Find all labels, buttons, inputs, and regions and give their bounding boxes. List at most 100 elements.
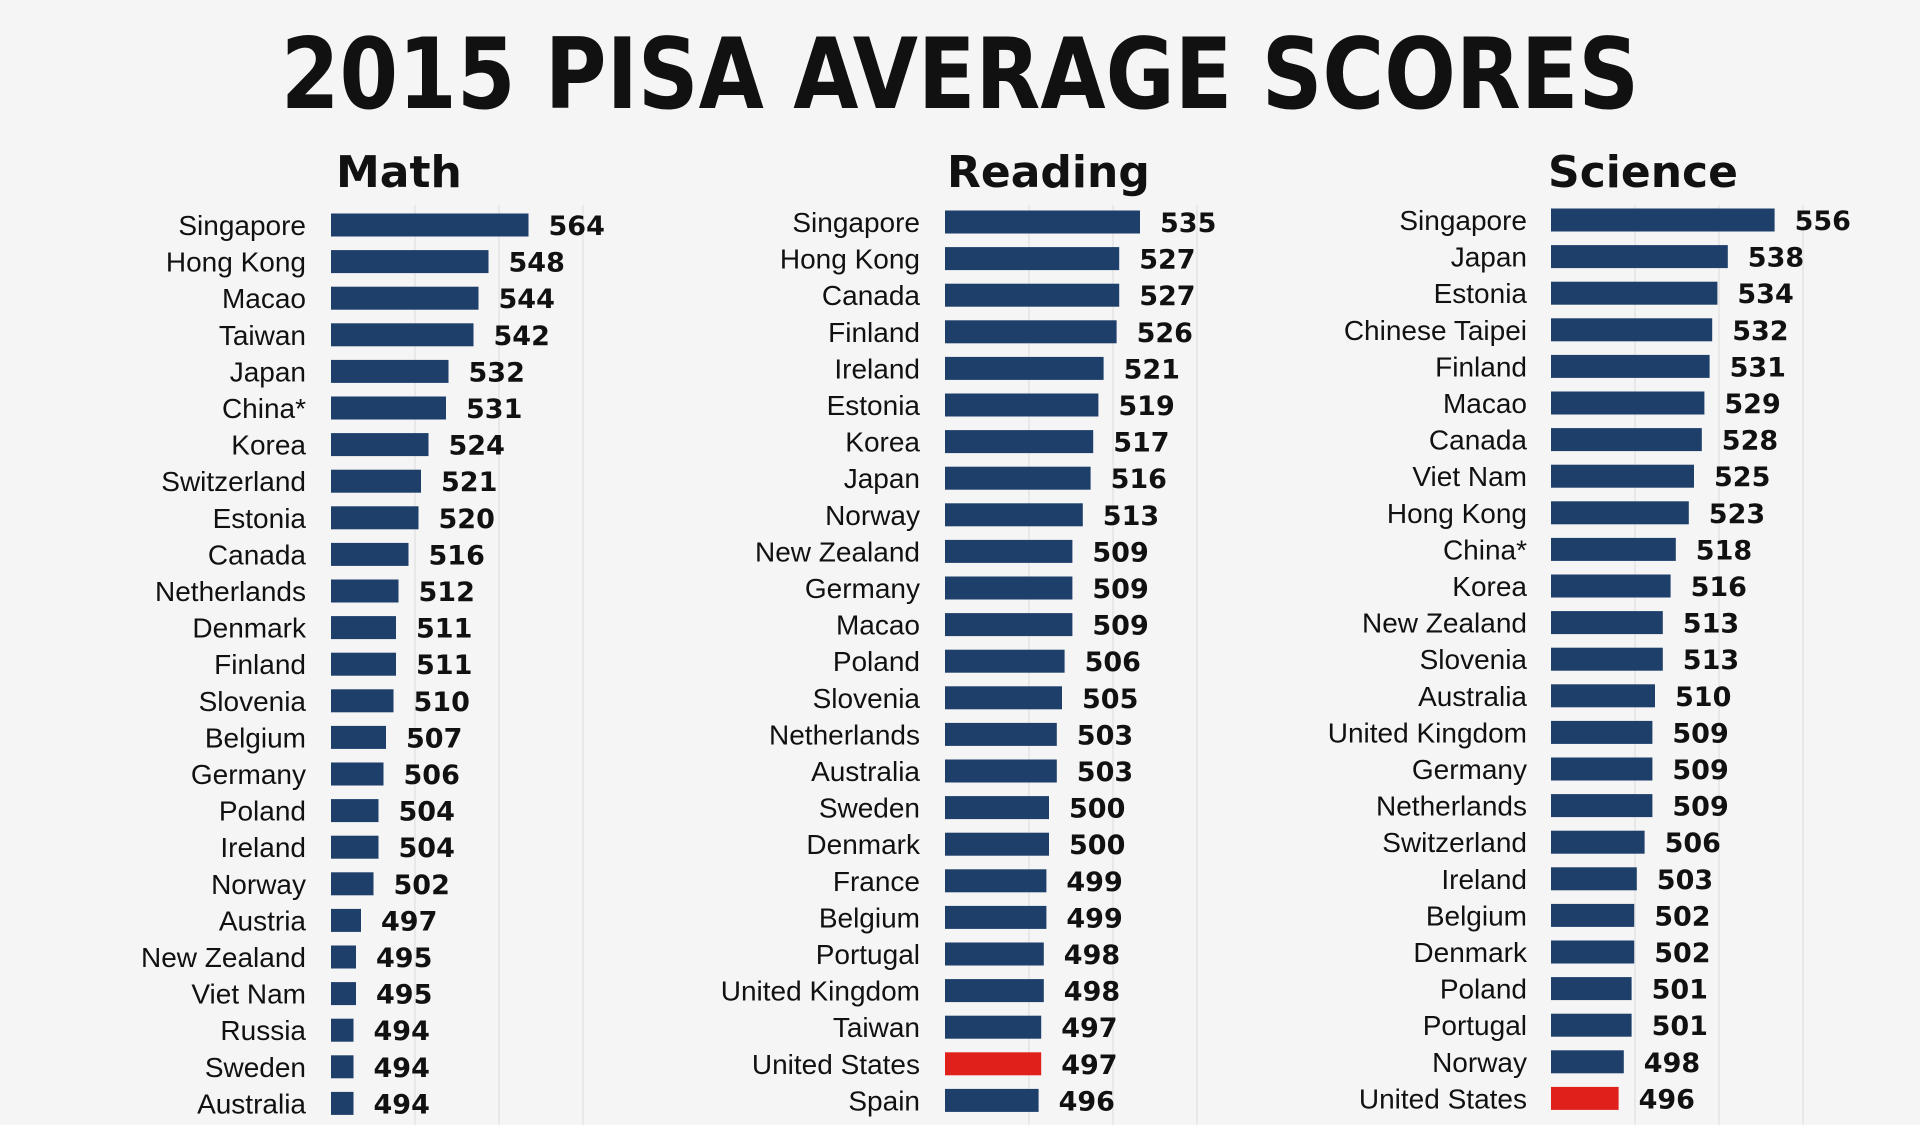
reading-value-label: 497 [1061, 1050, 1117, 1081]
science-value-label: 509 [1672, 718, 1728, 749]
reading-bar [945, 283, 1120, 307]
science-value-label: 496 [1639, 1084, 1695, 1115]
science-category-label: Viet Nam [1412, 461, 1527, 492]
reading-category-label: Macao [836, 610, 920, 641]
reading-bar [945, 1015, 1042, 1039]
math-panel-title: Math [336, 147, 462, 198]
reading-value-label: 505 [1082, 684, 1138, 715]
math-value-label: 497 [381, 906, 437, 937]
reading-category-label: Denmark [806, 829, 921, 860]
science-bar [1551, 794, 1653, 818]
reading-bar [945, 942, 1044, 966]
reading-category-label: Ireland [834, 353, 920, 384]
reading-bar [945, 613, 1073, 637]
science-bar [1551, 464, 1694, 488]
math-bar [331, 762, 384, 786]
math-panel: Math Singapore 564 Hong Kong 548 Macao 544 Taiw… [141, 147, 605, 1125]
science-bar-highlight [1551, 1086, 1619, 1110]
science-category-label: Norway [1432, 1047, 1527, 1078]
science-category-label: China* [1443, 534, 1527, 565]
reading-bar [945, 796, 1049, 820]
reading-bar [945, 649, 1065, 673]
math-bar [331, 323, 474, 347]
science-bar [1551, 757, 1653, 781]
reading-category-label: Hong Kong [780, 244, 920, 275]
math-category-label: China* [222, 393, 306, 424]
reading-category-label: Poland [833, 646, 920, 677]
science-bar [1551, 318, 1713, 342]
reading-bar [945, 393, 1099, 417]
math-category-label: Switzerland [161, 466, 306, 497]
reading-bar [945, 759, 1057, 783]
reading-category-label: United Kingdom [721, 976, 920, 1007]
reading-value-label: 500 [1069, 794, 1125, 825]
reading-category-label: Slovenia [813, 683, 921, 714]
science-value-label: 503 [1657, 865, 1713, 896]
math-value-label: 531 [466, 394, 522, 425]
science-category-label: Japan [1451, 242, 1527, 273]
math-value-label: 532 [469, 357, 525, 388]
math-bar [331, 1055, 354, 1079]
reading-category-label: Norway [825, 500, 920, 531]
reading-category-label: Taiwan [833, 1012, 920, 1043]
reading-value-label: 527 [1139, 245, 1195, 276]
science-bar [1551, 245, 1728, 269]
science-category-label: Macao [1443, 388, 1527, 419]
math-value-label: 506 [404, 760, 460, 791]
science-value-label: 513 [1683, 645, 1739, 676]
page-title: 2015 PISA AVERAGE SCORES [280, 18, 1640, 132]
science-value-label: 529 [1724, 389, 1780, 420]
reading-category-label: Canada [822, 280, 921, 311]
reading-category-label: Belgium [819, 902, 920, 933]
reading-value-label: 500 [1069, 830, 1125, 861]
reading-bar-highlight [945, 1052, 1042, 1076]
math-bar [331, 1091, 354, 1115]
reading-bar [945, 539, 1073, 563]
reading-bar [945, 979, 1044, 1003]
reading-value-label: 506 [1085, 647, 1141, 678]
science-category-label: United Kingdom [1328, 717, 1527, 748]
science-value-label: 518 [1696, 535, 1752, 566]
science-panel: Science Singapore 556 Japan 538 Estonia 534 Chi… [1328, 147, 1851, 1125]
math-category-label: Estonia [213, 503, 307, 534]
science-category-label: Netherlands [1376, 791, 1527, 822]
science-value-label: 502 [1654, 938, 1710, 969]
math-value-label: 494 [374, 1016, 430, 1047]
math-value-label: 494 [374, 1053, 430, 1084]
science-bar [1551, 208, 1775, 232]
math-category-label: Korea [231, 430, 306, 461]
math-bar [331, 908, 361, 932]
math-category-label: New Zealand [141, 942, 306, 973]
science-bar [1551, 830, 1645, 854]
science-panel-title: Science [1548, 147, 1738, 198]
math-bar [331, 835, 379, 859]
math-bar [331, 396, 446, 420]
reading-value-label: 509 [1092, 611, 1148, 642]
reading-bar [945, 466, 1091, 490]
science-category-label: Canada [1429, 425, 1528, 456]
reading-category-label: United States [752, 1049, 920, 1080]
math-value-label: 495 [376, 943, 432, 974]
math-category-label: Taiwan [219, 320, 306, 351]
reading-bar [945, 210, 1140, 234]
math-bar [331, 1018, 354, 1042]
math-category-label: Austria [219, 905, 307, 936]
science-value-label: 538 [1748, 243, 1804, 274]
math-category-label: Norway [211, 869, 306, 900]
reading-category-label: Netherlands [769, 719, 920, 750]
reading-panel: Reading Singapore 535 Hong Kong 527 Canada 527… [721, 147, 1216, 1125]
math-bar [331, 359, 449, 383]
reading-value-label: 519 [1118, 391, 1174, 422]
math-bar [331, 286, 479, 310]
science-bar [1551, 354, 1710, 378]
science-value-label: 531 [1730, 352, 1786, 383]
science-value-label: 532 [1732, 316, 1788, 347]
science-category-label: Ireland [1441, 864, 1527, 895]
science-bar [1551, 647, 1663, 671]
reading-value-label: 535 [1160, 208, 1216, 239]
reading-bar [945, 320, 1117, 344]
reading-category-label: New Zealand [755, 536, 920, 567]
science-category-label: Finland [1435, 351, 1527, 382]
science-bar [1551, 684, 1655, 708]
reading-value-label: 503 [1077, 720, 1133, 751]
